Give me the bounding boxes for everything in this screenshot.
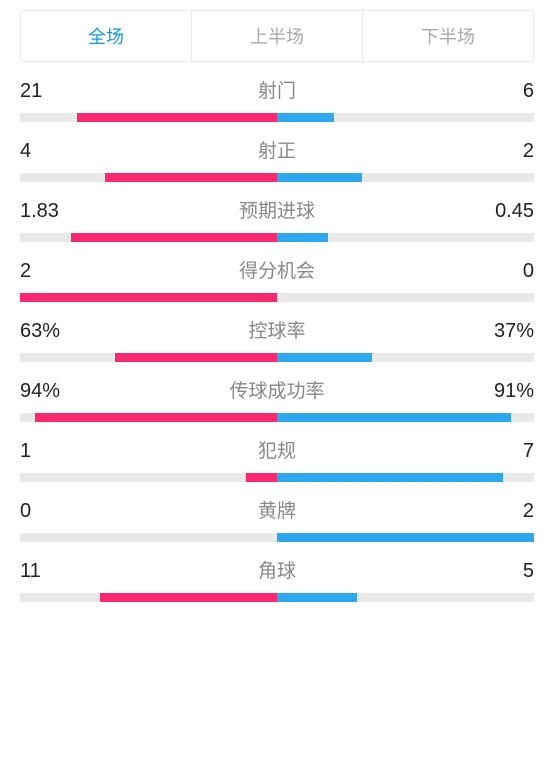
stat-bar-right — [277, 533, 534, 542]
stat-row: 11角球5 — [20, 556, 534, 602]
stat-row: 0黄牌2 — [20, 496, 534, 542]
stat-bar-right — [277, 353, 534, 362]
stat-left-value: 1 — [20, 440, 60, 463]
tab-full[interactable]: 全场 — [21, 11, 191, 61]
stat-bar — [20, 233, 534, 242]
stat-label: 黄牌 — [60, 496, 494, 523]
stat-bar-left — [20, 233, 277, 242]
stat-left-value: 1.83 — [20, 200, 60, 223]
tab-first-half[interactable]: 上半场 — [191, 11, 362, 61]
stat-header: 1.83预期进球0.45 — [20, 196, 534, 223]
stat-bar-right-fill — [277, 413, 511, 422]
stat-row: 94%传球成功率91% — [20, 376, 534, 422]
stat-header: 2得分机会0 — [20, 256, 534, 283]
stats-list: 21射门64射正21.83预期进球0.452得分机会063%控球率37%94%传… — [0, 62, 554, 602]
stat-row: 4射正2 — [20, 136, 534, 182]
stat-bar-right — [277, 233, 534, 242]
stat-bar-left-fill — [35, 413, 277, 422]
stat-label: 预期进球 — [60, 196, 494, 223]
stat-bar-left-fill — [77, 113, 277, 122]
stat-left-value: 21 — [20, 80, 60, 103]
stat-right-value: 0.45 — [494, 200, 534, 223]
stat-bar — [20, 353, 534, 362]
stat-label: 控球率 — [60, 316, 494, 343]
stat-header: 0黄牌2 — [20, 496, 534, 523]
stat-bar-right — [277, 473, 534, 482]
stat-row: 1犯规7 — [20, 436, 534, 482]
stat-right-value: 91% — [494, 380, 534, 403]
stat-right-value: 0 — [494, 260, 534, 283]
stat-bar-left — [20, 593, 277, 602]
stat-right-value: 6 — [494, 80, 534, 103]
stat-left-value: 94% — [20, 380, 60, 403]
stat-bar-right — [277, 173, 534, 182]
stat-label: 射门 — [60, 76, 494, 103]
stat-bar-right-fill — [277, 233, 328, 242]
stat-bar-right-fill — [277, 113, 334, 122]
stat-bar-left — [20, 353, 277, 362]
stat-bar — [20, 413, 534, 422]
stat-header: 11角球5 — [20, 556, 534, 583]
stat-row: 21射门6 — [20, 76, 534, 122]
stat-header: 63%控球率37% — [20, 316, 534, 343]
stat-right-value: 2 — [494, 140, 534, 163]
stat-left-value: 2 — [20, 260, 60, 283]
stat-bar-right-fill — [277, 353, 372, 362]
stat-right-value: 37% — [494, 320, 534, 343]
stat-right-value: 5 — [494, 560, 534, 583]
stat-row: 63%控球率37% — [20, 316, 534, 362]
stat-bar-left-fill — [100, 593, 277, 602]
stat-label: 犯规 — [60, 436, 494, 463]
stat-bar-right — [277, 113, 534, 122]
stat-label: 角球 — [60, 556, 494, 583]
stat-bar-left — [20, 293, 277, 302]
stat-right-value: 7 — [494, 440, 534, 463]
stat-bar-left — [20, 533, 277, 542]
stat-bar-right — [277, 593, 534, 602]
stat-header: 21射门6 — [20, 76, 534, 103]
stat-bar — [20, 593, 534, 602]
stat-bar — [20, 533, 534, 542]
stat-bar-left-fill — [105, 173, 277, 182]
stat-label: 传球成功率 — [60, 376, 494, 403]
stat-bar-left-fill — [20, 293, 277, 302]
stat-left-value: 11 — [20, 560, 60, 583]
stat-bar-left — [20, 413, 277, 422]
stat-header: 1犯规7 — [20, 436, 534, 463]
stat-header: 4射正2 — [20, 136, 534, 163]
stat-bar — [20, 293, 534, 302]
stat-bar-right-fill — [277, 593, 357, 602]
stat-bar-left-fill — [115, 353, 277, 362]
stat-bar — [20, 173, 534, 182]
stat-right-value: 2 — [494, 500, 534, 523]
stat-bar-right-fill — [277, 173, 362, 182]
stat-left-value: 4 — [20, 140, 60, 163]
stat-row: 2得分机会0 — [20, 256, 534, 302]
stat-bar-right — [277, 413, 534, 422]
stat-header: 94%传球成功率91% — [20, 376, 534, 403]
stat-label: 得分机会 — [60, 256, 494, 283]
stat-bar-left — [20, 473, 277, 482]
stat-bar — [20, 113, 534, 122]
stat-bar — [20, 473, 534, 482]
tab-second-half[interactable]: 下半场 — [362, 11, 533, 61]
stat-bar-right-fill — [277, 533, 534, 542]
stat-bar-left-fill — [246, 473, 277, 482]
stat-row: 1.83预期进球0.45 — [20, 196, 534, 242]
stat-bar-left — [20, 173, 277, 182]
period-tabs: 全场 上半场 下半场 — [20, 10, 534, 62]
stat-bar-left-fill — [71, 233, 277, 242]
stat-left-value: 0 — [20, 500, 60, 523]
stat-label: 射正 — [60, 136, 494, 163]
stat-bar-right — [277, 293, 534, 302]
stat-bar-left — [20, 113, 277, 122]
stat-left-value: 63% — [20, 320, 60, 343]
stat-bar-right-fill — [277, 473, 503, 482]
